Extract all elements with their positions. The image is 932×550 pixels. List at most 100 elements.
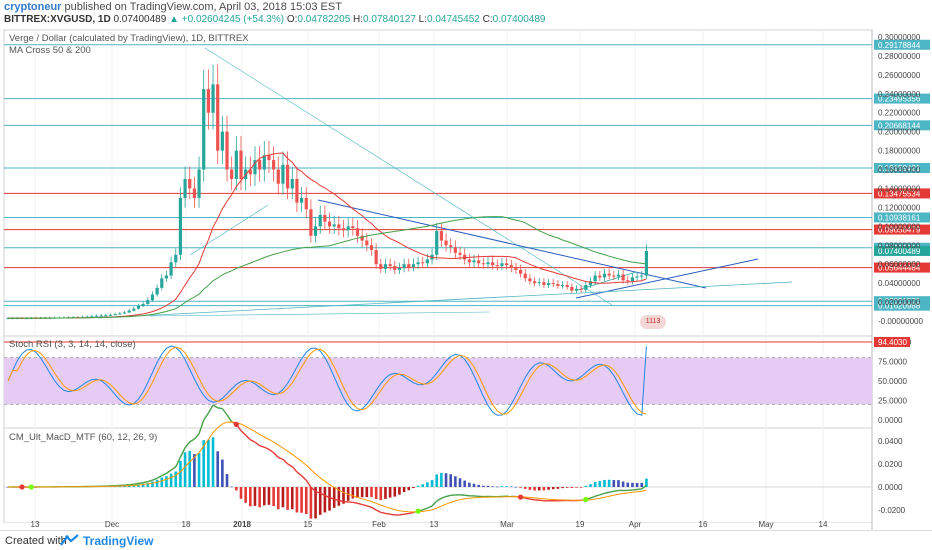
price-axis-tick: 0.22000000 (878, 109, 921, 118)
macd-line-segment (189, 438, 195, 443)
macd-histogram-bar (440, 472, 443, 487)
candle-body (90, 316, 94, 318)
macd-line-segment (375, 509, 382, 514)
time-axis-label: Feb (372, 520, 386, 529)
candle-body (500, 263, 504, 267)
candle-body (397, 267, 402, 270)
candle-body (640, 275, 644, 277)
main-pane[interactable] (3, 29, 873, 337)
footer: Created with TradingView (0, 530, 932, 550)
macd-line-segment (221, 408, 228, 416)
candle-body (248, 169, 252, 175)
candle-body (421, 262, 425, 264)
tradingview-brand[interactable]: TradingView (83, 534, 154, 548)
macd-histogram-bar (179, 460, 182, 487)
ohlc-close: 0.07400489 (492, 14, 546, 25)
candle-body (612, 275, 616, 277)
macd-histogram-bar (635, 482, 639, 487)
macd-histogram-bar (263, 487, 266, 506)
macd-line-segment (147, 479, 153, 483)
macd-histogram-bar (612, 480, 616, 487)
candle-body (104, 315, 108, 317)
candle-body (402, 264, 406, 268)
macd-line-segment (637, 488, 642, 491)
macd-line-segment (371, 506, 377, 511)
candle-body (332, 224, 336, 227)
candle-body (546, 283, 551, 286)
price-axis-tick: 0.10000000 (878, 222, 921, 231)
time-axis-label: 15 (304, 520, 313, 529)
macd-histogram-bar (393, 487, 397, 497)
candle-body (388, 264, 392, 267)
macd-histogram-bar (477, 484, 480, 487)
trend-line (317, 199, 707, 289)
candle-body (532, 281, 537, 284)
macd-histogram-bar (384, 487, 387, 499)
ohlc-high: 0.07840127 (363, 14, 416, 25)
macd-histogram-bar (454, 476, 457, 487)
macd-histogram-bar (295, 487, 299, 513)
macd-histogram-bar (183, 452, 187, 487)
macd-line-segment (291, 466, 298, 473)
trend-line (204, 47, 613, 306)
price-level-label: 0.29178844 (878, 41, 921, 50)
candle-body (253, 160, 257, 175)
macd-line-segment (203, 412, 209, 421)
macd-histogram-bar (202, 440, 206, 487)
time-axis (4, 523, 872, 530)
macd-histogram-bar (533, 487, 536, 491)
candle-body (607, 273, 611, 276)
macd-histogram-bar (402, 487, 406, 493)
author-link[interactable]: cryptoneur (4, 1, 62, 13)
candle-body (234, 150, 238, 179)
rsi-pane-title[interactable]: Stoch RSI (3, 3, 14, 14, close) (9, 339, 136, 350)
macd-histogram-bar (230, 486, 233, 488)
macd-line-segment (198, 419, 205, 434)
candle-body (556, 284, 560, 286)
macd-histogram-bar (351, 487, 355, 499)
candle-body (99, 315, 103, 317)
price-axis-tick: 0.08000000 (878, 241, 921, 250)
macd-histogram-bar (589, 484, 592, 487)
candle-body (588, 281, 593, 286)
macd-histogram-bar (435, 474, 439, 487)
symbol-label[interactable]: BITTREX:XVGUSD, 1D (4, 14, 111, 25)
macd-line-segment (301, 475, 307, 481)
macd-line-segment (366, 505, 372, 508)
candle-body (477, 260, 481, 264)
macd-histogram-bar (514, 486, 518, 488)
macd-histogram-bar (267, 487, 271, 505)
macd-pane-title[interactable]: CM_Ult_MacD_MTF (60, 12, 26, 9) (9, 432, 158, 443)
candle-body (393, 266, 397, 270)
macd-line-segment (152, 477, 158, 481)
macd-line-segment (193, 433, 200, 440)
candle-body (188, 179, 192, 189)
ohlc-l-label: L: (418, 14, 428, 25)
price-axis-tick: 0.24000000 (878, 90, 921, 99)
macd-line-segment (385, 512, 391, 515)
tradingview-logo-icon[interactable] (60, 534, 80, 549)
macd-histogram-bar (542, 487, 546, 491)
candle-body (411, 264, 416, 268)
macd-histogram-bar (547, 487, 550, 490)
publish-header: cryptoneur published on TradingView.com,… (4, 1, 342, 13)
main-pane-title[interactable]: Verge / Dollar (calculated by TradingVie… (9, 33, 249, 44)
price-axis-tick: 0.18000000 (878, 147, 921, 156)
macd-histogram-bar (388, 487, 392, 498)
macd-histogram-bar (491, 486, 494, 487)
candle-body (528, 278, 532, 282)
candle-body (523, 273, 527, 279)
macd-line-segment (333, 498, 340, 502)
candle-body (141, 303, 145, 306)
macd-histogram-bar (593, 481, 597, 487)
candle-body (542, 282, 546, 286)
macd-line-segment (329, 496, 335, 500)
events-badge[interactable]: 1113 (640, 315, 666, 329)
candle-body (383, 264, 388, 269)
candle-body (584, 285, 588, 290)
macd-line-segment (142, 480, 148, 484)
macd-line-segment (170, 466, 177, 471)
macd-histogram-bar (281, 487, 285, 508)
ma-indicator-title[interactable]: MA Cross 50 & 200 (9, 45, 91, 56)
